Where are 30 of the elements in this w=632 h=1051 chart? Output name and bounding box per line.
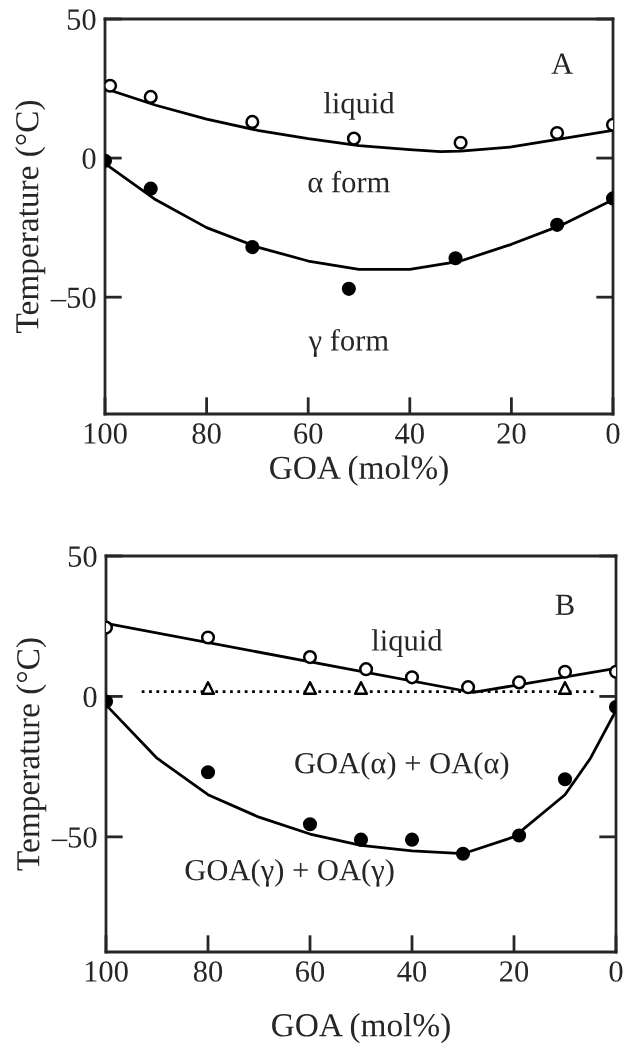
- annotation: α form: [308, 170, 390, 193]
- y-tick-label: –50: [51, 827, 97, 848]
- y-tick-label: 0: [82, 148, 96, 169]
- x-tick-label: 60: [296, 961, 325, 982]
- x-axis-title: GOA (mol%): [270, 455, 448, 486]
- annotation: A: [551, 53, 574, 74]
- x-tick-label: 40: [395, 423, 424, 444]
- y-tick-label: 50: [68, 546, 97, 567]
- x-tick-label: 20: [500, 961, 529, 982]
- annotation: liquid: [323, 92, 395, 120]
- annotation: GOA(α) + OA(α): [295, 752, 509, 780]
- y-tick-label: 50: [67, 9, 96, 30]
- annotation: γ form: [308, 328, 389, 357]
- x-tick-label: 100: [85, 961, 128, 982]
- x-tick-label: 80: [193, 961, 223, 982]
- x-tick-label: 80: [192, 423, 221, 444]
- x-axis-title: GOA (mol%): [272, 1013, 450, 1044]
- annotation: liquid: [371, 629, 443, 657]
- y-axis-title: Temperature (°C): [15, 100, 46, 333]
- y-tick-label: –50: [50, 287, 96, 309]
- x-tick-label: 100: [84, 423, 127, 444]
- x-tick-label: 60: [294, 423, 323, 444]
- x-tick-label: 0: [609, 961, 623, 982]
- x-tick-label: 40: [397, 961, 427, 982]
- annotation: GOA(γ) + OA(γ): [185, 858, 394, 887]
- x-tick-label: 20: [497, 423, 526, 444]
- y-tick-label: 0: [83, 686, 97, 708]
- y-axis-title: Temperature (°C): [16, 638, 47, 871]
- x-tick-label: 0: [606, 423, 620, 444]
- annotation: B: [555, 594, 574, 615]
